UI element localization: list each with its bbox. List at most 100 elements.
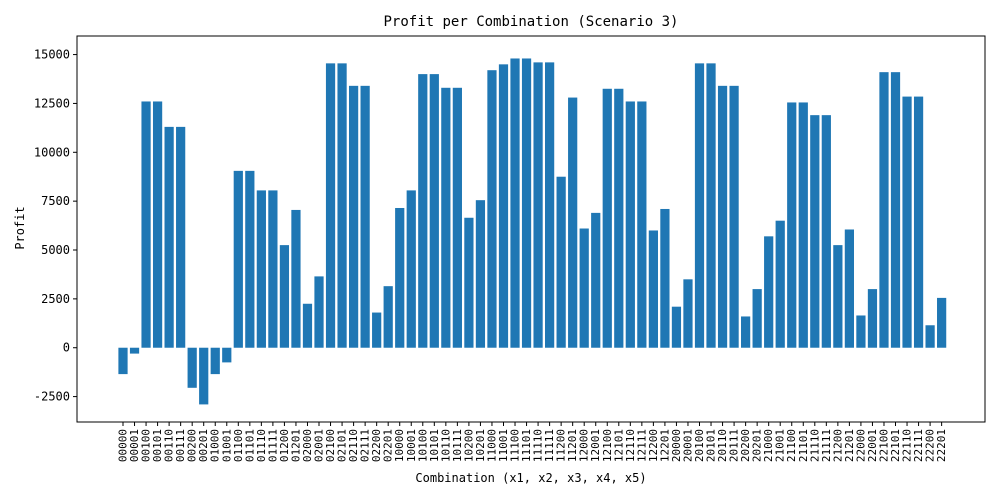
x-tick-label: 12200 <box>647 429 660 462</box>
x-tick-label: 12101 <box>612 429 625 462</box>
x-tick-label: 20201 <box>751 429 764 462</box>
x-tick-label: 21101 <box>797 429 810 462</box>
bar-21100 <box>787 102 797 348</box>
bar-01000 <box>210 347 220 375</box>
x-tick-label: 10200 <box>462 429 475 462</box>
bar-20000 <box>671 306 682 348</box>
x-tick-label: 12100 <box>601 429 614 462</box>
bar-01200 <box>279 245 290 348</box>
bar-00001 <box>129 347 140 354</box>
y-axis-ticks: -2500 0 2500 5000 7500 10000 12500 15000 <box>34 48 77 404</box>
x-tick-label: 11111 <box>543 429 556 462</box>
x-tick-label: 10101 <box>428 429 441 462</box>
bar-00000 <box>118 347 128 375</box>
x-tick-label: 02101 <box>336 429 349 462</box>
bar-20201 <box>752 289 762 348</box>
x-tick-label: 10111 <box>451 429 464 462</box>
bar-00200 <box>187 347 197 388</box>
bar-12200 <box>648 230 658 348</box>
x-tick-label: 00000 <box>117 429 130 462</box>
bar-00110 <box>164 126 174 348</box>
x-tick-label: 12201 <box>658 429 671 462</box>
x-tick-label: 20100 <box>693 429 706 462</box>
bar-11001 <box>498 64 509 348</box>
x-tick-label: 21000 <box>762 429 775 462</box>
x-tick-label: 01001 <box>220 429 233 462</box>
x-tick-label: 20000 <box>670 429 683 462</box>
x-tick-label: 10110 <box>439 429 452 462</box>
y-tick-label: 0 <box>63 341 70 355</box>
y-tick-label: -2500 <box>34 390 70 404</box>
x-tick-label: 01200 <box>278 429 291 462</box>
bar-12110 <box>625 101 635 348</box>
y-tick-label: 10000 <box>34 145 70 159</box>
bar-02201 <box>383 286 393 348</box>
x-tick-label: 01000 <box>209 429 222 462</box>
x-tick-label: 22001 <box>866 429 879 462</box>
bar-00101 <box>152 101 163 348</box>
bar-22110 <box>902 96 912 348</box>
bar-01111 <box>268 190 278 348</box>
bar-10111 <box>452 87 462 348</box>
y-axis-label: Profit <box>13 206 27 249</box>
x-tick-label: 01110 <box>255 429 268 462</box>
bar-21110 <box>810 115 820 348</box>
bar-02101 <box>337 63 347 348</box>
bar-22100 <box>879 72 889 348</box>
x-tick-label: 11101 <box>520 429 533 462</box>
x-tick-label: 22101 <box>889 429 902 462</box>
bar-10100 <box>418 74 428 348</box>
bar-10101 <box>429 74 439 348</box>
bar-11110 <box>533 62 543 348</box>
bar-20111 <box>729 85 739 348</box>
x-tick-label: 10201 <box>474 429 487 462</box>
bar-21101 <box>798 102 808 348</box>
y-tick-label: 15000 <box>34 48 70 62</box>
x-tick-label: 02001 <box>313 429 326 462</box>
y-tick-label: 12500 <box>34 96 70 110</box>
bar-21000 <box>764 236 774 348</box>
x-tick-label: 02000 <box>301 429 314 462</box>
bar-12100 <box>602 88 612 348</box>
x-tick-label: 02111 <box>359 429 372 462</box>
x-tick-label: 20200 <box>739 429 752 462</box>
bar-11100 <box>510 58 520 348</box>
x-tick-label: 00201 <box>197 429 210 462</box>
x-tick-label: 10100 <box>416 429 429 462</box>
x-tick-label: 12000 <box>578 429 591 462</box>
x-tick-label: 00101 <box>151 429 164 462</box>
bar-20110 <box>717 85 728 348</box>
x-axis-ticks: 0000000001001000010100110001110020000201… <box>117 422 948 462</box>
bar-01201 <box>291 209 301 348</box>
bar-00201 <box>199 347 209 405</box>
x-tick-label: 12001 <box>589 429 602 462</box>
x-tick-label: 22000 <box>854 429 867 462</box>
bar-02200 <box>372 312 382 348</box>
y-tick-label: 7500 <box>41 194 70 208</box>
bar-02001 <box>314 276 324 348</box>
x-tick-label: 11110 <box>532 429 545 462</box>
x-tick-label: 22111 <box>912 429 925 462</box>
x-tick-label: 22110 <box>901 429 914 462</box>
x-tick-label: 02110 <box>347 429 360 462</box>
x-axis-label: Combination (x1, x2, x3, x4, x5) <box>415 471 646 485</box>
bar-22201 <box>937 297 947 348</box>
x-tick-label: 22100 <box>877 429 890 462</box>
bar-00100 <box>141 101 151 348</box>
x-tick-label: 02100 <box>324 429 337 462</box>
bar-12000 <box>579 228 589 348</box>
bar-20001 <box>683 279 693 348</box>
bar-20101 <box>706 63 716 348</box>
bar-21200 <box>833 245 843 348</box>
x-tick-label: 11200 <box>555 429 568 462</box>
x-tick-label: 01101 <box>243 429 256 462</box>
bar-22001 <box>867 289 878 348</box>
x-tick-label: 20110 <box>716 429 729 462</box>
bar-10200 <box>464 217 474 348</box>
x-tick-label: 20111 <box>728 429 741 462</box>
bar-12111 <box>637 101 647 348</box>
bar-22200 <box>925 325 935 348</box>
x-tick-label: 00200 <box>186 429 199 462</box>
bar-01110 <box>256 190 266 348</box>
